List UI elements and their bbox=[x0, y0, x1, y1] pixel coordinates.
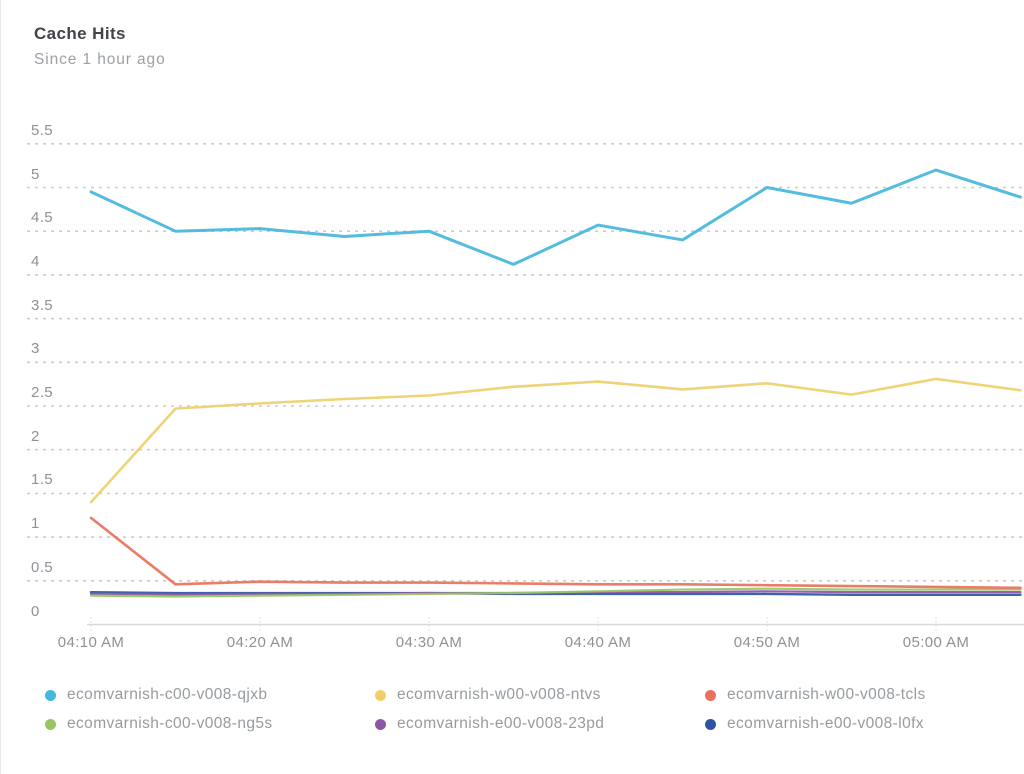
chart-legend: ecomvarnish-c00-v008-qjxb ecomvarnish-w00… bbox=[45, 686, 1005, 733]
series-line-ecomvarnish-c00-v008-qjxb bbox=[89, 168, 1022, 266]
y-axis-label: 4 bbox=[31, 252, 40, 270]
series-line-ecomvarnish-c00-v008-ng5s bbox=[89, 587, 1022, 598]
legend-item[interactable]: ecomvarnish-e00-v008-23pd bbox=[375, 715, 705, 733]
legend-item-label: ecomvarnish-c00-v008-ng5s bbox=[67, 715, 273, 732]
series-line-ecomvarnish-w00-v008-tcls bbox=[89, 516, 1022, 590]
legend-item-label: ecomvarnish-e00-v008-23pd bbox=[397, 715, 605, 732]
y-axis-label: 2.5 bbox=[31, 384, 54, 401]
x-axis-label: 05:00 AM bbox=[902, 634, 970, 651]
legend-item-label: ecomvarnish-w00-v008-tcls bbox=[727, 686, 926, 703]
chart-header: Cache Hits Since 1 hour ago bbox=[34, 24, 166, 69]
chart-subtitle: Since 1 hour ago bbox=[34, 51, 166, 69]
y-axis-label: 4.5 bbox=[31, 209, 54, 227]
legend-dot-icon bbox=[45, 689, 56, 701]
legend-item[interactable]: ecomvarnish-c00-v008-qjxb bbox=[45, 686, 375, 704]
y-axis-label: 1.5 bbox=[31, 471, 54, 489]
legend-dot-icon bbox=[375, 718, 386, 730]
legend-dot-icon bbox=[375, 689, 386, 701]
cache-hits-chart[interactable]: 0 0.5 1 1.5 2 2.5 3 3.5 4 4.5 5 5.5 04:10 AM 04:20 AM… bbox=[1, 0, 1024, 660]
x-axis-label: 04:20 AM bbox=[226, 634, 294, 651]
legend-dot-icon bbox=[45, 718, 56, 730]
legend-item[interactable]: ecomvarnish-w00-v008-tcls bbox=[705, 686, 1024, 704]
y-axis-label: 0.5 bbox=[31, 558, 54, 576]
chart-title: Cache Hits bbox=[34, 24, 126, 43]
legend-item[interactable]: ecomvarnish-c00-v008-ng5s bbox=[45, 715, 375, 733]
legend-item-label: ecomvarnish-c00-v008-qjxb bbox=[67, 686, 268, 703]
x-axis-label: 04:50 AM bbox=[733, 634, 801, 651]
x-axis-label: 04:10 AM bbox=[57, 634, 125, 651]
x-axis-label: 04:40 AM bbox=[564, 634, 632, 651]
legend-item[interactable]: ecomvarnish-e00-v008-l0fx bbox=[705, 715, 1024, 733]
series-line-ecomvarnish-w00-v008-ntvs bbox=[89, 377, 1022, 504]
y-axis-label: 3 bbox=[31, 340, 40, 358]
legend-item-label: ecomvarnish-w00-v008-ntvs bbox=[397, 686, 601, 703]
y-axis-label: 5 bbox=[31, 165, 40, 183]
legend-item-label: ecomvarnish-e00-v008-l0fx bbox=[727, 715, 924, 732]
y-axis-label: 1 bbox=[31, 515, 40, 533]
y-axis-label: 5.5 bbox=[31, 121, 54, 139]
chart-canvas bbox=[27, 143, 1024, 631]
x-axis-label: 04:30 AM bbox=[395, 634, 463, 651]
y-axis-label: 3.5 bbox=[31, 296, 54, 314]
y-axis-label: 2 bbox=[31, 427, 40, 445]
y-axis-label: 0 bbox=[31, 602, 40, 620]
legend-item[interactable]: ecomvarnish-w00-v008-ntvs bbox=[375, 686, 705, 704]
legend-dot-icon bbox=[705, 689, 716, 701]
legend-dot-icon bbox=[705, 718, 716, 730]
